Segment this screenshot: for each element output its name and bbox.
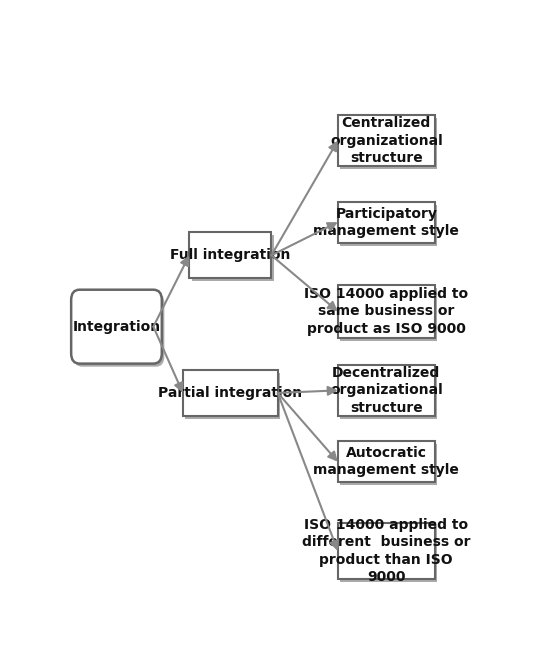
FancyBboxPatch shape (341, 526, 437, 582)
Text: Participatory
management style: Participatory management style (313, 207, 459, 238)
Text: ISO 14000 applied to
different  business or
product than ISO
9000: ISO 14000 applied to different business … (302, 518, 471, 584)
FancyBboxPatch shape (341, 288, 437, 341)
FancyBboxPatch shape (71, 290, 162, 363)
Text: Autocratic
management style: Autocratic management style (313, 446, 459, 477)
FancyBboxPatch shape (338, 202, 435, 242)
Text: Integration: Integration (72, 320, 160, 334)
Text: ISO 14000 applied to
same business or
product as ISO 9000: ISO 14000 applied to same business or pr… (304, 287, 468, 336)
FancyBboxPatch shape (338, 285, 435, 338)
FancyBboxPatch shape (341, 205, 437, 246)
Text: Decentralized
organizational
structure: Decentralized organizational structure (330, 366, 443, 414)
Text: Centralized
organizational
structure: Centralized organizational structure (330, 117, 443, 165)
FancyBboxPatch shape (338, 442, 435, 482)
FancyBboxPatch shape (183, 370, 278, 416)
Text: Full integration: Full integration (170, 248, 290, 262)
FancyBboxPatch shape (338, 523, 435, 579)
FancyBboxPatch shape (338, 365, 435, 416)
FancyBboxPatch shape (73, 293, 164, 367)
FancyBboxPatch shape (189, 232, 271, 278)
FancyBboxPatch shape (338, 115, 435, 166)
FancyBboxPatch shape (186, 373, 280, 419)
FancyBboxPatch shape (341, 368, 437, 419)
FancyBboxPatch shape (191, 236, 274, 281)
FancyBboxPatch shape (341, 444, 437, 485)
FancyBboxPatch shape (341, 118, 437, 169)
Text: Partial integration: Partial integration (158, 386, 302, 400)
